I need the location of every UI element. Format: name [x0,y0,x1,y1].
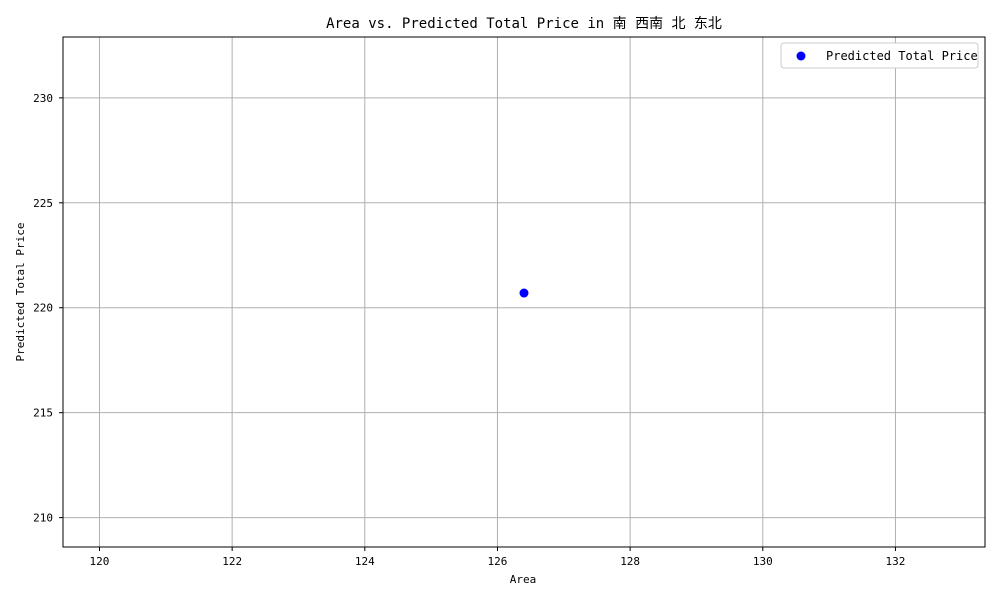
x-tick-label: 128 [620,555,640,568]
x-tick-label: 126 [488,555,508,568]
x-tick-label: 124 [355,555,375,568]
y-tick-label: 220 [33,302,53,315]
x-tick-label: 122 [222,555,242,568]
y-tick-label: 210 [33,512,53,525]
plot-frame [62,36,986,548]
legend-box [780,42,979,69]
x-tick-label: 130 [753,555,773,568]
x-tick-label: 120 [90,555,110,568]
x-tick-label: 132 [886,555,906,568]
scatter-point [519,288,529,298]
y-tick-label: 225 [33,197,53,210]
x-axis-title: Area [510,573,537,586]
legend: Predicted Total Price [780,42,979,69]
legend-label: Predicted Total Price [826,49,978,63]
data-points [519,288,529,298]
legend-marker [796,51,806,61]
y-axis-title: Predicted Total Price [14,222,27,361]
chart-title: Area vs. Predicted Total Price in 南 西南 北… [326,16,722,32]
grid-lines [63,37,985,547]
y-tick-label: 215 [33,407,53,420]
y-tick-label: 230 [33,92,53,105]
axes: 120 122 124 126 128 130 132 210 215 220 225 230 [33,36,986,568]
